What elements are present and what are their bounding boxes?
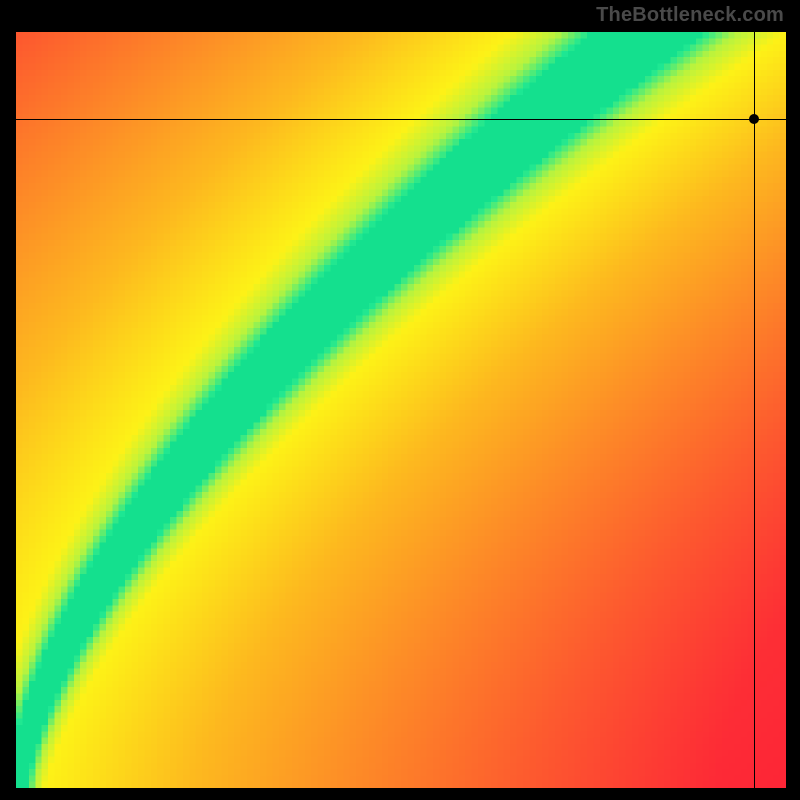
crosshair-vertical [754, 32, 755, 788]
crosshair-horizontal [16, 119, 786, 120]
watermark-text: TheBottleneck.com [596, 4, 784, 27]
heatmap-canvas [16, 32, 786, 788]
crosshair-marker [749, 114, 759, 124]
heatmap-plot [16, 32, 786, 788]
chart-container: TheBottleneck.com [0, 0, 800, 800]
